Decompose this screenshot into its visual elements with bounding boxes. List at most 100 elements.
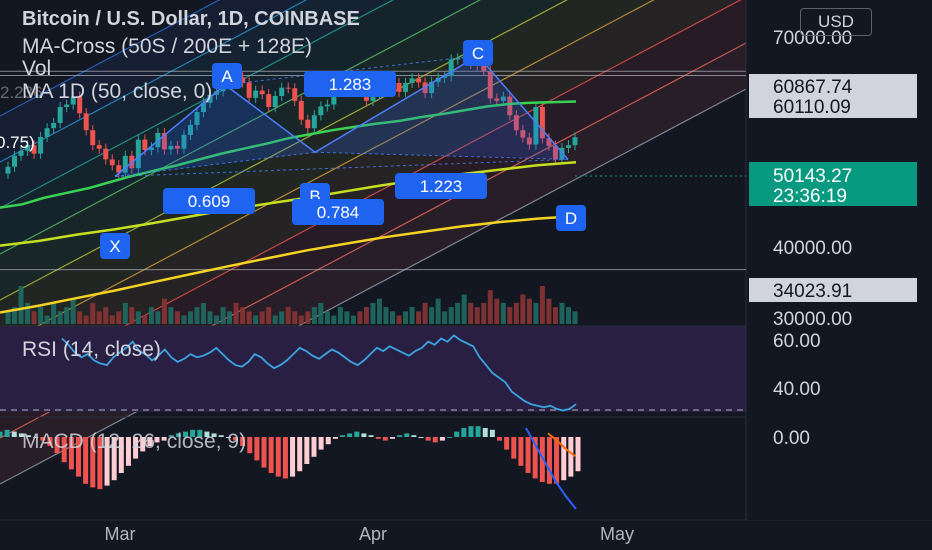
fib-channel-line [0,0,395,209]
volume-bar [253,315,259,324]
macd-histogram-bar [475,426,481,437]
macd-histogram-bar [532,437,538,479]
volume-bar [122,302,128,324]
candle-body [331,90,337,105]
macd-histogram-bar [83,437,89,484]
macd-histogram-bar [154,437,160,443]
volume-bar [116,311,122,324]
pattern-point-label: B [309,187,320,206]
candle-body [51,122,57,129]
volume-bar [546,298,552,324]
pattern-point-label: X [109,237,120,256]
level-tag-label: 60110.09 [773,97,851,118]
candle-body [539,107,545,139]
volume-bar [77,311,83,324]
rsi-line [61,334,577,412]
candle-body [370,94,376,101]
macd-histogram-bar [168,435,174,437]
macd-histogram-bar [47,437,53,446]
pattern-point-label: A [221,67,233,86]
ma-legend[interactable]: MA 1D (50, close, 0) [22,80,213,103]
macd-histogram-bar [40,437,46,441]
rsi-legend[interactable]: RSI (14, close) [22,338,161,361]
volume-bar [109,315,115,324]
volume-bar [25,302,31,324]
volume-bar [494,298,500,324]
volume-bar [513,302,519,324]
macd-histogram-bar [375,437,381,439]
candle-body [487,71,493,99]
volume-bar [442,311,448,324]
ma-cross-legend[interactable]: MA-Cross (50S / 200E + 128E) [22,35,313,58]
volume-bar [155,311,161,324]
macd-histogram-bar [304,437,310,464]
macd-histogram-bar [447,437,453,438]
macd-histogram-bar [68,437,74,470]
macd-histogram-bar [118,437,124,473]
candle-body [494,98,500,101]
candle-body [83,113,89,131]
candle-body [442,76,448,78]
candle-body [253,90,259,98]
macd-histogram-bar [297,437,303,472]
candle-body [44,128,50,137]
macd-histogram-bar [175,433,181,437]
rsi-tick-label: 40.00 [773,379,821,400]
candle-body [279,87,285,97]
price-tick-label: 30000.00 [773,309,852,330]
candle-body [214,91,220,95]
volume-bar [96,311,102,324]
volume-bar [266,307,272,324]
level-tag-label: 60867.74 [773,77,853,98]
pattern-triangle-bcd [315,55,568,160]
macd-legend[interactable]: MACD (12, 26, close, 9) [22,430,247,453]
macd-histogram-bar [0,431,3,437]
volume-legend[interactable]: Vol [22,57,52,80]
volume-bar [233,302,239,324]
pattern-ratio-box [163,188,255,214]
volume-bar [298,315,304,324]
chart-title[interactable]: Bitcoin / U.S. Dollar, 1D, COINBASE [22,8,360,30]
volume-bar [461,294,467,324]
macd-histogram-bar [311,437,317,457]
volume-bar [103,307,109,324]
macd-histogram-bar [61,437,67,463]
candle-body [207,94,213,103]
candle-body [311,115,317,129]
time-tick-label: Apr [359,524,387,544]
macd-histogram-bar [225,437,231,438]
candle-body [194,112,200,125]
candle-body [305,119,311,129]
macd-histogram-bar [147,437,153,446]
volume-bar [70,298,76,324]
candle-body [533,107,539,145]
price-tick-label: 70000.00 [773,28,852,49]
currency-button[interactable]: USD [800,8,872,36]
candle-body [324,104,330,107]
time-tick-label: Mar [105,524,136,544]
volume-bar [181,315,187,324]
macd-histogram-bar [232,437,238,441]
macd-histogram-bar [26,435,32,437]
candle-body [448,59,454,77]
candle-body [38,136,44,154]
candle-body [64,104,70,108]
macd-histogram-bar [546,437,552,484]
candle-body [318,106,324,116]
macd-histogram-bar [204,431,210,437]
volume-bar [370,302,376,324]
volume-bar [201,302,207,324]
macd-histogram-bar [354,431,360,437]
fib-channel-line [0,0,221,117]
volume-bar [409,307,415,324]
volume-bar [559,302,565,324]
macd-histogram-bar [161,437,167,441]
pattern-ratio-box [395,173,487,199]
volume-bar [38,307,44,324]
fib-level-label: 0.75) [0,133,35,152]
volume-bar [12,307,18,324]
volume-bar [565,307,571,324]
volume-bar [474,307,480,324]
volume-bar [487,290,493,324]
